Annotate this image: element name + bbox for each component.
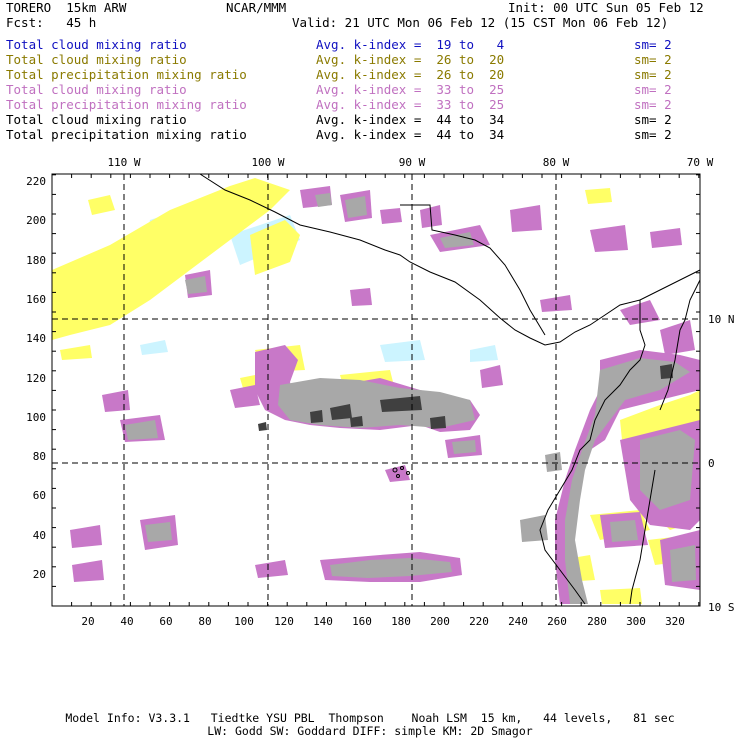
cloud-layer-dark (258, 364, 673, 431)
y-tick-label: 200 (26, 214, 46, 227)
legend-kindex: Avg. k-index = 44 to 34 (316, 112, 505, 127)
legend-kindex: Avg. k-index = 26 to 20 (316, 52, 505, 67)
x-tick-label: 180 (391, 615, 411, 628)
lon-label: 110 W (107, 156, 140, 169)
y-tick-label: 120 (26, 372, 46, 385)
legend-row: Total precipitation mixing ratio Avg. k-i… (6, 127, 736, 142)
x-tick-label: 240 (508, 615, 528, 628)
legend-kindex: Avg. k-index = 33 to 25 (316, 97, 505, 112)
y-tick-label: 80 (33, 450, 46, 463)
x-tick-label: 80 (198, 615, 211, 628)
legend-sm: sm= 2 (634, 112, 672, 127)
x-tick-label: 160 (352, 615, 372, 628)
x-tick-label: 60 (159, 615, 172, 628)
y-tick-label: 20 (33, 568, 46, 581)
init-time: Init: 00 UTC Sun 05 Feb 12 (508, 0, 704, 15)
x-tick-label: 300 (626, 615, 646, 628)
x-tick-label: 320 (665, 615, 685, 628)
lon-label: 80 W (543, 156, 570, 169)
y-tick-label: 60 (33, 489, 46, 502)
x-tick-label: 120 (274, 615, 294, 628)
legend-row: Total cloud mixing ratio Avg. k-index = 3… (6, 82, 736, 97)
legend-row: Total cloud mixing ratio Avg. k-index = 2… (6, 52, 736, 67)
legend-row: Total precipitation mixing ratio Avg. k-i… (6, 67, 736, 82)
legend-sm: sm= 2 (634, 52, 672, 67)
legend-row: Total cloud mixing ratio Avg. k-index = 1… (6, 37, 736, 52)
legend-field: Total cloud mixing ratio (6, 82, 187, 97)
valid-time: Valid: 21 UTC Mon 06 Feb 12 (15 CST Mon … (292, 15, 669, 30)
legend-field: Total precipitation mixing ratio (6, 97, 247, 112)
legend-sm: sm= 2 (634, 127, 672, 142)
lon-label: 100 W (251, 156, 284, 169)
model-info: Model Info: V3.3.1 Tiedtke YSU PBL Thomp… (65, 711, 675, 725)
legend-kindex: Avg. k-index = 19 to 4 (316, 37, 505, 52)
legend-sm: sm= 2 (634, 37, 672, 52)
coastlines (199, 173, 701, 605)
x-tick-label: 200 (430, 615, 450, 628)
axis-ticks (52, 174, 700, 606)
y-tick-label: 160 (26, 293, 46, 306)
legend-sm: sm= 2 (634, 82, 672, 97)
legend-row: Total precipitation mixing ratio Avg. k-i… (6, 97, 736, 112)
legend-field: Total precipitation mixing ratio (6, 127, 247, 142)
legend-field: Total precipitation mixing ratio (6, 67, 247, 82)
lat-label: 10 N (708, 313, 735, 326)
x-tick-label: 20 (81, 615, 94, 628)
lon-label: 70 W (687, 156, 714, 169)
y-tick-label: 180 (26, 254, 46, 267)
x-tick-label: 280 (587, 615, 607, 628)
legend-sm: sm= 2 (634, 67, 672, 82)
lat-label: 10 S (708, 601, 735, 614)
legend-kindex: Avg. k-index = 33 to 25 (316, 82, 505, 97)
org-label: NCAR/MMM (226, 0, 287, 15)
x-tick-label: 40 (120, 615, 133, 628)
y-tick-label: 220 (26, 175, 46, 188)
model-title: TORERO 15km ARW (6, 0, 127, 15)
legend-field: Total cloud mixing ratio (6, 52, 187, 67)
lat-label: 0 (708, 457, 715, 470)
forecast-hour: Fcst: 45 h (6, 15, 97, 30)
legend-field: Total cloud mixing ratio (6, 37, 187, 52)
model-info-physics: LW: Godd SW: Goddard DIFF: simple KM: 2D… (207, 724, 533, 738)
legend-sm: sm= 2 (634, 97, 672, 112)
y-tick-label: 140 (26, 332, 46, 345)
y-tick-label: 40 (33, 529, 46, 542)
x-tick-label: 220 (469, 615, 489, 628)
x-tick-label: 140 (313, 615, 333, 628)
legend-kindex: Avg. k-index = 26 to 20 (316, 67, 505, 82)
x-tick-label: 100 (234, 615, 254, 628)
legend-row: Total cloud mixing ratio Avg. k-index = 4… (6, 112, 736, 127)
cloud-layer-grey (125, 193, 696, 604)
y-tick-label: 100 (26, 411, 46, 424)
legend-kindex: Avg. k-index = 44 to 34 (316, 127, 505, 142)
lon-label: 90 W (399, 156, 426, 169)
graticule (52, 174, 700, 606)
x-tick-label: 260 (547, 615, 567, 628)
legend-field: Total cloud mixing ratio (6, 112, 187, 127)
